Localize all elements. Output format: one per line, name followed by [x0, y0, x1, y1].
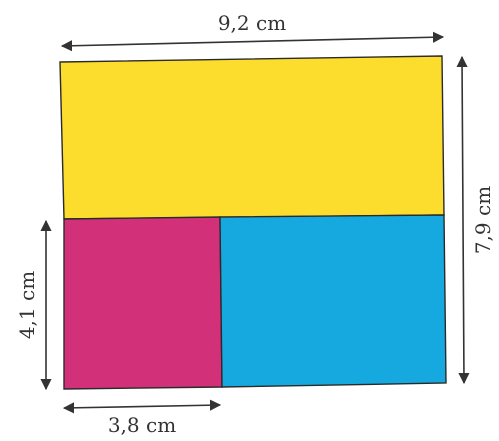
- right-height-arrow: [456, 55, 470, 385]
- top-width-arrow: [60, 31, 445, 52]
- bottom-width-arrow: [62, 399, 222, 414]
- magenta-rectangle: [63, 216, 223, 390]
- bottom-width-label: 3,8 cm: [108, 413, 176, 437]
- left-height-label: 4,1 cm: [15, 271, 39, 339]
- cyan-rectangle: [219, 214, 447, 388]
- yellow-rectangle: [59, 55, 445, 220]
- top-width-label: 9,2 cm: [218, 11, 286, 35]
- right-height-label: 7,9 cm: [471, 186, 495, 254]
